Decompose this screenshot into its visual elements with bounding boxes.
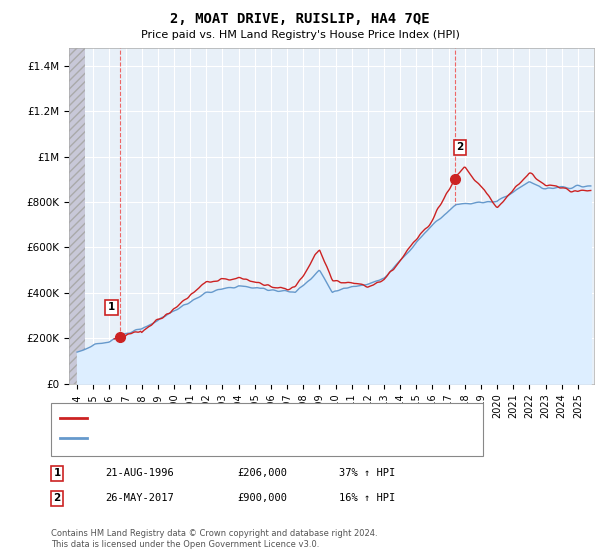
Text: Contains HM Land Registry data © Crown copyright and database right 2024.
This d: Contains HM Land Registry data © Crown c… — [51, 529, 377, 549]
Text: 16% ↑ HPI: 16% ↑ HPI — [339, 493, 395, 503]
Text: 26-MAY-2017: 26-MAY-2017 — [105, 493, 174, 503]
Text: £900,000: £900,000 — [237, 493, 287, 503]
Text: 2, MOAT DRIVE, RUISLIP, HA4 7QE (detached house): 2, MOAT DRIVE, RUISLIP, HA4 7QE (detache… — [93, 413, 364, 423]
Text: 2: 2 — [53, 493, 61, 503]
Text: 2, MOAT DRIVE, RUISLIP, HA4 7QE: 2, MOAT DRIVE, RUISLIP, HA4 7QE — [170, 12, 430, 26]
Bar — [69, 48, 85, 384]
Text: 1: 1 — [53, 468, 61, 478]
Text: £206,000: £206,000 — [237, 468, 287, 478]
Text: Price paid vs. HM Land Registry's House Price Index (HPI): Price paid vs. HM Land Registry's House … — [140, 30, 460, 40]
Text: HPI: Average price, detached house, Hillingdon: HPI: Average price, detached house, Hill… — [93, 433, 338, 443]
Text: 37% ↑ HPI: 37% ↑ HPI — [339, 468, 395, 478]
Text: 1: 1 — [108, 302, 115, 312]
Text: 2: 2 — [456, 142, 463, 152]
Text: 21-AUG-1996: 21-AUG-1996 — [105, 468, 174, 478]
